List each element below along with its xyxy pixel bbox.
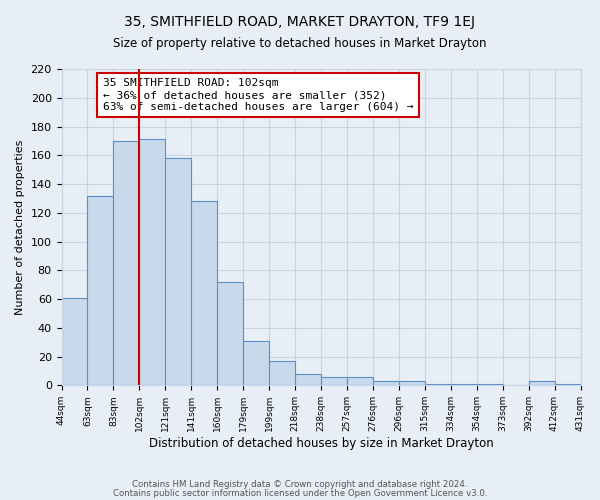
Bar [451,384,477,386]
X-axis label: Distribution of detached houses by size in Market Drayton: Distribution of detached houses by size … [149,437,493,450]
Text: 35, SMITHFIELD ROAD, MARKET DRAYTON, TF9 1EJ: 35, SMITHFIELD ROAD, MARKET DRAYTON, TF9… [125,15,476,29]
Bar [166,158,191,386]
Text: 35 SMITHFIELD ROAD: 102sqm
← 36% of detached houses are smaller (352)
63% of sem: 35 SMITHFIELD ROAD: 102sqm ← 36% of deta… [103,78,413,112]
Bar [62,298,88,386]
Bar [373,381,399,386]
Bar [113,141,139,386]
Bar [217,282,243,386]
Bar [554,384,580,386]
Bar [425,384,451,386]
Bar [269,361,295,386]
Bar [529,381,554,386]
Text: Size of property relative to detached houses in Market Drayton: Size of property relative to detached ho… [113,38,487,51]
Bar [139,140,166,386]
Bar [243,341,269,386]
Bar [347,376,373,386]
Text: Contains HM Land Registry data © Crown copyright and database right 2024.: Contains HM Land Registry data © Crown c… [132,480,468,489]
Bar [191,202,217,386]
Text: Contains public sector information licensed under the Open Government Licence v3: Contains public sector information licen… [113,489,487,498]
Y-axis label: Number of detached properties: Number of detached properties [15,140,25,315]
Bar [88,196,113,386]
Bar [321,376,347,386]
Bar [295,374,321,386]
Bar [477,384,503,386]
Bar [399,381,425,386]
